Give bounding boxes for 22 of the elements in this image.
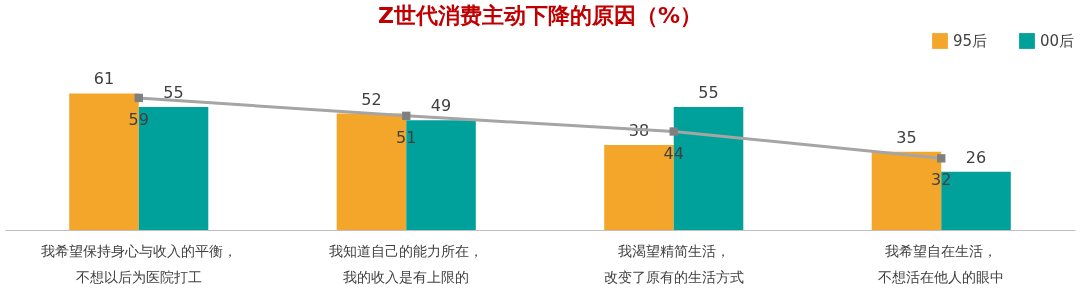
data-label: 26 (965, 147, 987, 167)
data-label: 35 (896, 127, 917, 147)
legend-label: 95后 (953, 32, 988, 50)
x-tick-label: 我渴望精简生活，改变了原有的生活方式 (603, 242, 744, 285)
data-label: 59 (128, 109, 149, 129)
point (134, 93, 143, 103)
data-label: 55 (163, 82, 184, 102)
data-label: 61 (93, 69, 115, 89)
x-tick-label: 我知道自己的能力所在，我的收入是有上限的 (329, 242, 484, 285)
data-label: 51 (396, 127, 417, 147)
legend-label: 00后 (1040, 32, 1075, 50)
point (669, 127, 678, 136)
data-label: 44 (663, 143, 684, 163)
data-label: 32 (931, 170, 952, 190)
point (402, 111, 411, 121)
data-label: 49 (430, 96, 452, 116)
x-tick-label: 我希望保持身心与收入的平衡，不想以后为医院打工 (40, 242, 237, 285)
data-label: 55 (698, 82, 719, 102)
x-tick-label: 我希望自在生活，不想活在他人的眼中 (878, 242, 1005, 285)
chart-title: Z世代消费主动下降的原因（%） (378, 3, 702, 28)
point (937, 154, 946, 163)
data-label: 52 (361, 89, 382, 109)
